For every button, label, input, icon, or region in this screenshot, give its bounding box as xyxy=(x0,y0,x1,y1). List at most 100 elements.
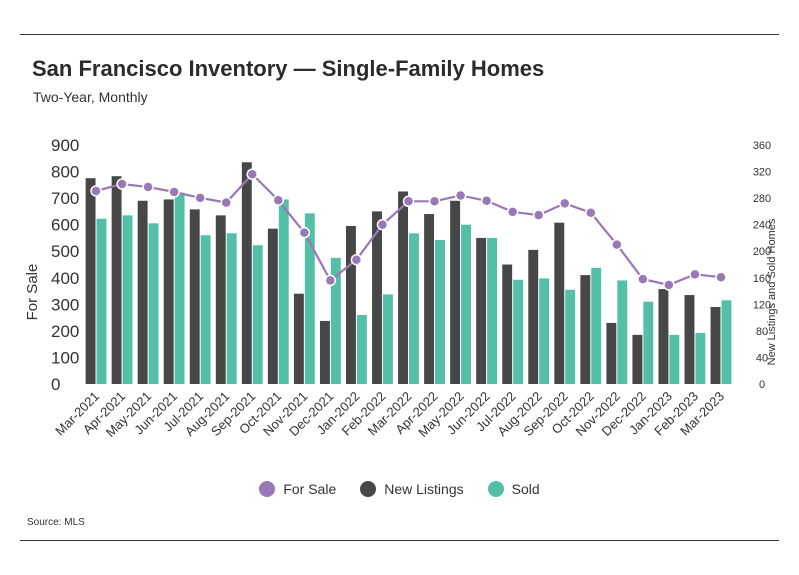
bar-new-listings-jan-2023 xyxy=(658,289,669,384)
point-for-sale-feb-2023 xyxy=(689,268,701,281)
left-tick-label: 200 xyxy=(51,322,79,341)
bar-new-listings-feb-2023 xyxy=(684,295,695,384)
right-tick-label: 0 xyxy=(759,379,765,391)
bar-new-listings-mar-2023 xyxy=(710,306,721,384)
left-tick-label: 600 xyxy=(51,216,79,235)
bar-sold-jul-2022 xyxy=(513,279,524,384)
right-tick-label: 280 xyxy=(753,193,771,205)
chart-subtitle: Two-Year, Monthly xyxy=(33,89,148,105)
left-axis-title: For Sale xyxy=(24,264,41,321)
bar-sold-dec-2021 xyxy=(330,257,341,384)
bar-sold-jan-2022 xyxy=(356,314,367,384)
left-tick-label: 500 xyxy=(51,242,79,261)
legend-label-for-sale: For Sale xyxy=(283,481,337,497)
point-for-sale-nov-2022 xyxy=(611,238,623,251)
point-for-sale-feb-2022 xyxy=(376,218,389,231)
point-for-sale-nov-2021 xyxy=(298,226,311,239)
point-for-sale-apr-2021 xyxy=(116,178,128,190)
right-tick-label: 320 xyxy=(753,167,771,179)
point-for-sale-oct-2022 xyxy=(585,206,597,219)
legend-item-for-sale: For Sale xyxy=(259,481,336,497)
point-for-sale-aug-2022 xyxy=(532,209,545,221)
left-tick-label: 0 xyxy=(51,375,60,394)
bar-sold-oct-2022 xyxy=(591,267,602,384)
bar-new-listings-oct-2021 xyxy=(267,228,278,384)
point-for-sale-dec-2021 xyxy=(324,274,337,287)
bar-sold-mar-2021 xyxy=(96,218,107,384)
point-for-sale-sep-2021 xyxy=(246,168,259,180)
point-for-sale-apr-2022 xyxy=(428,195,441,208)
source-note: Source: MLS xyxy=(27,517,85,528)
bar-sold-oct-2021 xyxy=(278,199,289,384)
point-for-sale-sep-2022 xyxy=(558,197,571,210)
point-for-sale-mar-2021 xyxy=(90,185,102,197)
left-tick-label: 900 xyxy=(51,136,79,155)
right-tick-label: 40 xyxy=(756,352,768,364)
bar-sold-jul-2021 xyxy=(200,235,211,384)
bar-new-listings-nov-2022 xyxy=(606,322,617,384)
bar-new-listings-nov-2021 xyxy=(293,293,304,384)
bar-new-listings-feb-2022 xyxy=(372,211,382,384)
right-tick-label: 360 xyxy=(753,140,771,152)
bar-new-listings-jun-2022 xyxy=(476,237,487,384)
legend-swatch-sold xyxy=(487,481,504,497)
bar-sold-apr-2022 xyxy=(435,239,445,384)
point-for-sale-jul-2021 xyxy=(194,192,206,204)
point-for-sale-may-2021 xyxy=(142,181,154,193)
bar-sold-mar-2022 xyxy=(409,233,419,384)
bar-sold-jan-2023 xyxy=(669,334,680,384)
point-for-sale-aug-2021 xyxy=(220,196,232,209)
legend-swatch-new-listings xyxy=(360,481,377,497)
point-for-sale-dec-2022 xyxy=(637,273,649,285)
left-tick-label: 400 xyxy=(51,269,79,288)
left-tick-label: 700 xyxy=(51,189,79,208)
right-tick-label: 80 xyxy=(756,326,768,338)
bar-new-listings-jun-2021 xyxy=(163,199,174,384)
bar-new-listings-mar-2021 xyxy=(85,178,96,384)
bar-new-listings-apr-2022 xyxy=(424,214,435,384)
right-tick-label: 120 xyxy=(753,299,771,311)
legend-item-new-listings: New Listings xyxy=(360,481,464,497)
bar-sold-dec-2022 xyxy=(643,301,654,384)
legend-item-sold: Sold xyxy=(487,481,540,497)
right-tick-label: 200 xyxy=(753,246,771,258)
legend-label-new-listings: New Listings xyxy=(384,481,464,497)
chart-title: San Francisco Inventory — Single-Family … xyxy=(32,56,545,81)
bar-new-listings-aug-2022 xyxy=(528,249,539,384)
bar-sold-feb-2023 xyxy=(695,332,706,384)
left-tick-label: 100 xyxy=(51,348,79,367)
bar-new-listings-aug-2021 xyxy=(215,215,226,384)
line-for-sale xyxy=(95,172,722,287)
bar-new-listings-apr-2021 xyxy=(111,176,122,384)
bar-new-listings-may-2022 xyxy=(450,200,461,384)
legend-swatch-for-sale xyxy=(259,481,276,497)
bar-new-listings-jul-2021 xyxy=(189,209,200,384)
top-rule xyxy=(20,34,779,35)
point-for-sale-mar-2022 xyxy=(402,195,415,208)
point-for-sale-jul-2022 xyxy=(506,206,519,218)
point-for-sale-jun-2021 xyxy=(168,186,180,198)
point-for-sale-may-2022 xyxy=(454,189,467,202)
bar-sold-aug-2022 xyxy=(539,278,550,384)
bar-sold-nov-2022 xyxy=(617,280,628,384)
point-for-sale-jun-2022 xyxy=(480,195,493,207)
bar-sold-sep-2022 xyxy=(565,289,576,384)
bar-new-listings-sep-2022 xyxy=(554,222,565,384)
bar-sold-feb-2022 xyxy=(382,294,393,384)
bar-new-listings-dec-2022 xyxy=(632,334,643,384)
left-tick-label: 800 xyxy=(51,163,79,182)
bar-sold-may-2021 xyxy=(148,223,159,384)
point-for-sale-oct-2021 xyxy=(272,194,285,206)
right-tick-label: 240 xyxy=(753,220,771,232)
bar-sold-nov-2021 xyxy=(304,213,315,384)
legend: For Sale New Listings Sold xyxy=(0,481,799,497)
bar-new-listings-mar-2022 xyxy=(398,191,408,384)
bar-new-listings-jan-2022 xyxy=(346,225,356,384)
right-axis-title: New Listings and Sold Homes xyxy=(766,218,778,365)
bar-new-listings-dec-2021 xyxy=(319,320,330,384)
bottom-rule xyxy=(20,540,779,541)
bar-new-listings-sep-2021 xyxy=(241,162,252,384)
bar-sold-apr-2021 xyxy=(122,215,133,384)
point-for-sale-jan-2022 xyxy=(350,253,363,266)
